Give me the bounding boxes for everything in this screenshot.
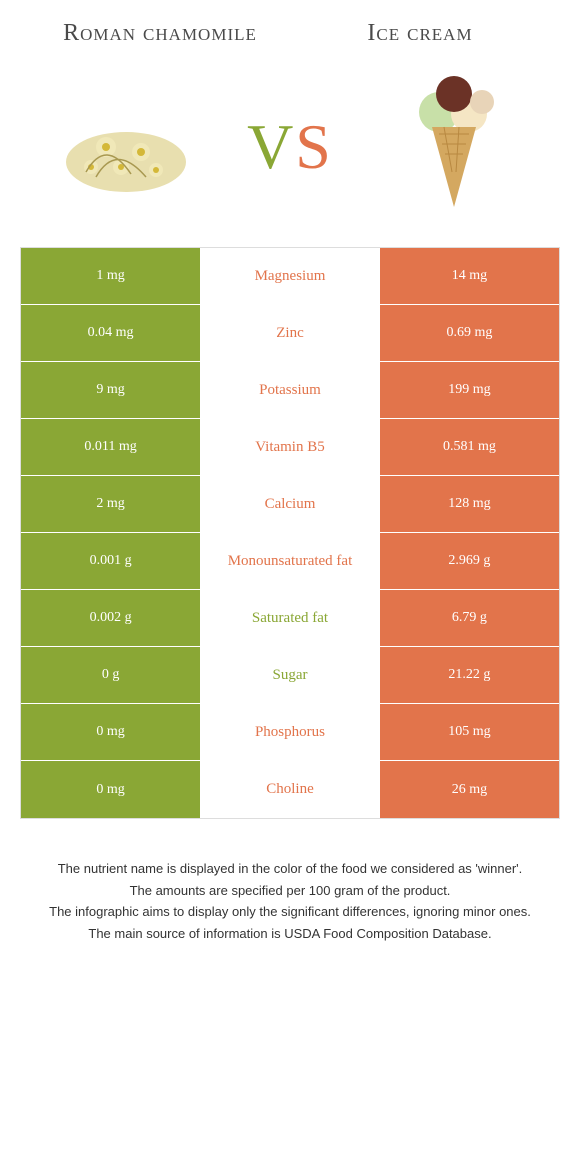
nutrient-name: Sugar [200, 647, 380, 703]
right-value: 6.79 g [380, 590, 559, 646]
left-value: 9 mg [21, 362, 200, 418]
nutrient-name: Phosphorus [200, 704, 380, 760]
footnote-line: The nutrient name is displayed in the co… [30, 859, 550, 879]
nutrient-name: Monounsaturated fat [200, 533, 380, 589]
nutrient-name: Potassium [200, 362, 380, 418]
footnote-line: The infographic aims to display only the… [30, 902, 550, 922]
nutrient-name: Calcium [200, 476, 380, 532]
left-value: 1 mg [21, 248, 200, 304]
table-row: 9 mgPotassium199 mg [21, 362, 559, 419]
right-value: 0.69 mg [380, 305, 559, 361]
left-food-title: Roman chamomile [30, 20, 290, 47]
left-value: 0 mg [21, 704, 200, 760]
right-value: 199 mg [380, 362, 559, 418]
right-value: 0.581 mg [380, 419, 559, 475]
nutrient-name: Magnesium [200, 248, 380, 304]
left-value: 0.002 g [21, 590, 200, 646]
chamomile-image [56, 77, 196, 217]
right-food-title: Ice cream [290, 20, 550, 47]
right-value: 2.969 g [380, 533, 559, 589]
footnote-line: The amounts are specified per 100 gram o… [30, 881, 550, 901]
nutrient-name: Choline [200, 761, 380, 818]
left-value: 0.011 mg [21, 419, 200, 475]
nutrient-name: Vitamin B5 [200, 419, 380, 475]
table-row: 2 mgCalcium128 mg [21, 476, 559, 533]
right-value: 21.22 g [380, 647, 559, 703]
table-row: 1 mgMagnesium14 mg [21, 248, 559, 305]
right-value: 105 mg [380, 704, 559, 760]
footnotes: The nutrient name is displayed in the co… [0, 819, 580, 965]
left-value: 0.001 g [21, 533, 200, 589]
right-value: 26 mg [380, 761, 559, 818]
vs-s: S [295, 111, 333, 182]
table-row: 0.04 mgZinc0.69 mg [21, 305, 559, 362]
table-row: 0 mgPhosphorus105 mg [21, 704, 559, 761]
left-value: 0 mg [21, 761, 200, 818]
table-row: 0.001 gMonounsaturated fat2.969 g [21, 533, 559, 590]
nutrient-name: Zinc [200, 305, 380, 361]
table-row: 0.002 gSaturated fat6.79 g [21, 590, 559, 647]
left-value: 2 mg [21, 476, 200, 532]
left-value: 0 g [21, 647, 200, 703]
table-row: 0.011 mgVitamin B50.581 mg [21, 419, 559, 476]
nutrient-table: 1 mgMagnesium14 mg0.04 mgZinc0.69 mg9 mg… [20, 247, 560, 819]
table-row: 0 gSugar21.22 g [21, 647, 559, 704]
right-value: 128 mg [380, 476, 559, 532]
nutrient-name: Saturated fat [200, 590, 380, 646]
header: Roman chamomile Ice cream [0, 0, 580, 57]
table-row: 0 mgCholine26 mg [21, 761, 559, 818]
left-value: 0.04 mg [21, 305, 200, 361]
icecream-image [384, 77, 524, 217]
right-value: 14 mg [380, 248, 559, 304]
vs-label: VS [247, 110, 333, 184]
footnote-line: The main source of information is USDA F… [30, 924, 550, 944]
images-row: VS [0, 57, 580, 247]
vs-v: V [247, 111, 295, 182]
